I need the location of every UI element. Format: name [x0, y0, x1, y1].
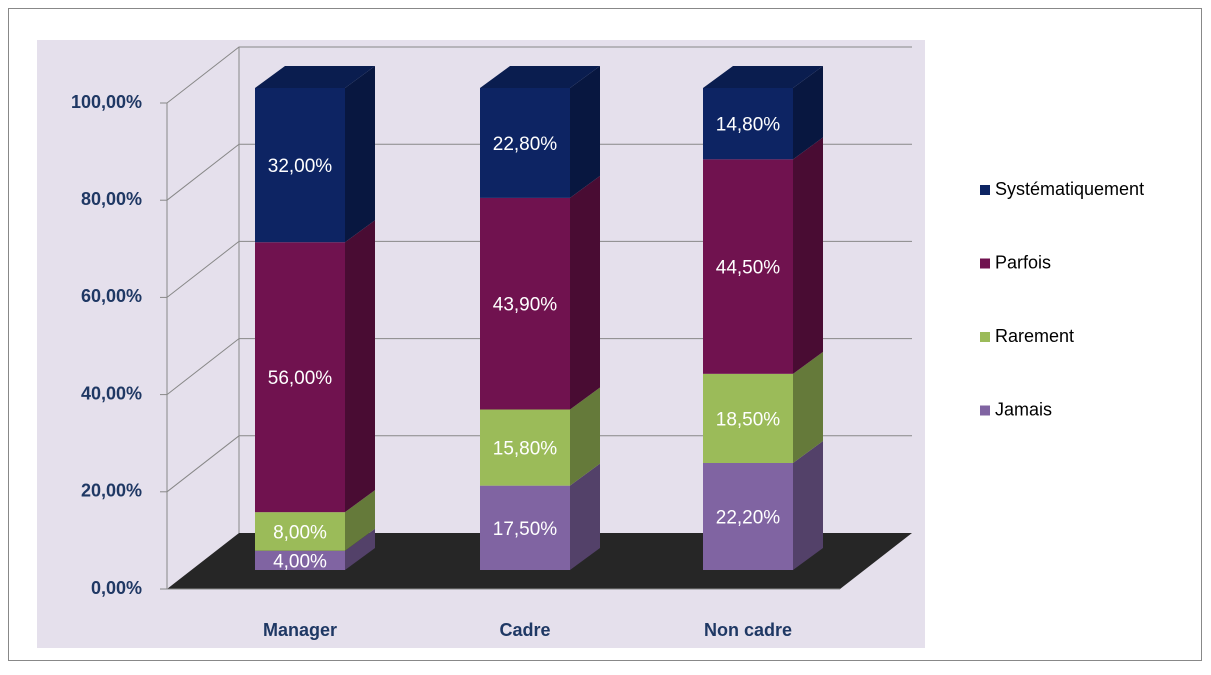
- value-label: 14,80%: [716, 115, 781, 136]
- value-label: 44,50%: [716, 258, 781, 279]
- bar-side: [570, 387, 600, 486]
- bar-side: [570, 175, 600, 410]
- bar-side: [570, 66, 600, 198]
- bar-side: [793, 137, 823, 374]
- value-label: 15,80%: [493, 439, 558, 460]
- value-label: 8,00%: [273, 522, 327, 543]
- value-label: 18,50%: [716, 409, 781, 430]
- x-tick-label: Manager: [263, 620, 337, 640]
- value-label: 17,50%: [493, 519, 558, 540]
- legend-swatch: [980, 405, 990, 416]
- bar: [480, 485, 570, 570]
- bar-top: [703, 66, 823, 88]
- bar: [480, 88, 570, 198]
- bar: [255, 242, 345, 513]
- bar-side: [570, 463, 600, 570]
- value-label: 56,00%: [268, 368, 333, 389]
- value-label: 43,90%: [493, 295, 558, 316]
- bar-side: [345, 66, 375, 243]
- legend-swatch: [980, 258, 990, 269]
- bar-side: [793, 66, 823, 160]
- bar: [703, 373, 793, 463]
- y-tick-label: 40,00%: [81, 383, 142, 403]
- y-tick-label: 80,00%: [81, 189, 142, 209]
- bar-top: [480, 66, 600, 88]
- value-label: 4,00%: [273, 551, 327, 572]
- bar: [255, 550, 345, 570]
- x-tick-label: Non cadre: [704, 620, 792, 640]
- x-tick-label: Cadre: [499, 620, 550, 640]
- value-label: 22,20%: [716, 508, 781, 529]
- bar-side: [345, 490, 375, 551]
- bar: [255, 512, 345, 551]
- bar: [255, 88, 345, 243]
- bar-side: [345, 220, 375, 513]
- y-tick-label: 100,00%: [71, 92, 142, 112]
- bar: [703, 159, 793, 374]
- value-label: 22,80%: [493, 134, 558, 155]
- legend-label: Parfois: [995, 252, 1051, 272]
- bar-side: [793, 351, 823, 463]
- value-label: 32,00%: [268, 156, 333, 177]
- bar: [703, 88, 793, 160]
- legend-swatch: [980, 185, 990, 195]
- bar-top: [255, 66, 375, 88]
- bar-side: [345, 528, 375, 570]
- legend-label: Jamais: [995, 399, 1052, 419]
- bar: [480, 409, 570, 486]
- y-tick-label: 20,00%: [81, 481, 142, 501]
- y-tick-label: 60,00%: [81, 286, 142, 306]
- bar: [480, 197, 570, 410]
- bar: [703, 462, 793, 570]
- y-tick-label: 0,00%: [91, 578, 142, 598]
- legend-label: Systématiquement: [995, 179, 1144, 199]
- legend-label: Rarement: [995, 326, 1074, 346]
- legend-swatch: [980, 332, 990, 342]
- bar-side: [793, 440, 823, 570]
